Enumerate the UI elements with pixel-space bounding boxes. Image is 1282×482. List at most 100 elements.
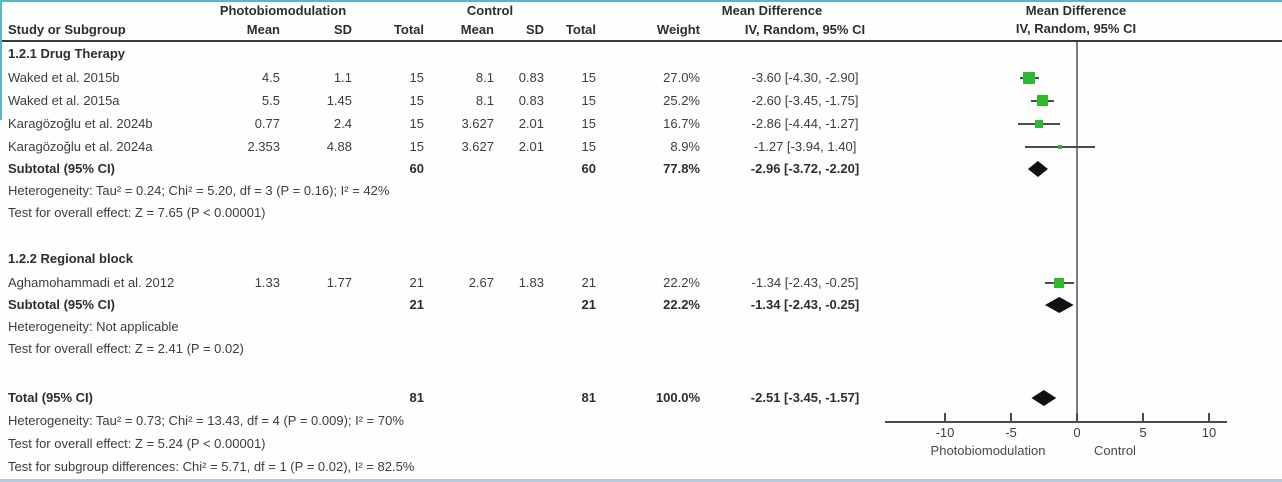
study-row: Waked et al. 2015b 4.5 1.1 15 8.1 0.83 15 27.0%… bbox=[0, 66, 1282, 89]
axis-tick-mark bbox=[1208, 413, 1210, 422]
ci-cell: -1.34 [-2.43, -0.25] bbox=[751, 275, 859, 290]
subgroup-footnote: Heterogeneity: Tau² = 0.24; Chi² = 5.20,… bbox=[0, 180, 1282, 202]
spacer-row bbox=[0, 224, 1282, 247]
weight-cell: 27.0% bbox=[663, 70, 700, 85]
effect-square bbox=[1023, 71, 1036, 84]
subgroup-header-text: 1.2.1 Drug Therapy bbox=[8, 46, 126, 61]
exp-sd-column-header: SD bbox=[333, 22, 352, 37]
column-header-row: Study or Subgroup Mean SD Total Mean SD … bbox=[0, 20, 900, 40]
x-axis-line bbox=[885, 421, 1227, 423]
mean1-cell: 5.5 bbox=[261, 93, 280, 108]
plot-cell bbox=[900, 294, 1282, 316]
total-footnote: Test for overall effect: Z = 5.24 (P < 0… bbox=[0, 432, 1282, 455]
mean-difference-plot-header: Mean Difference bbox=[1025, 3, 1127, 18]
axis-tick-mark bbox=[1010, 413, 1012, 422]
ci-cell: -2.86 [-4.44, -1.27] bbox=[751, 116, 859, 131]
total2-cell: 15 bbox=[581, 70, 596, 85]
study-cell: Aghamohammadi et al. 2012 bbox=[8, 275, 175, 290]
sd2-cell: 2.01 bbox=[518, 139, 544, 154]
total-footnote: Test for subgroup differences: Chi² = 5.… bbox=[0, 455, 1282, 478]
sd1-cell: 1.45 bbox=[326, 93, 352, 108]
mean2-cell bbox=[428, 294, 498, 316]
axis-tick-mark bbox=[1142, 413, 1144, 422]
study-cell: Total (95% CI) bbox=[8, 390, 93, 405]
ctl-total-column-header: Total bbox=[565, 22, 596, 37]
subgroup-footnote-text: Test for overall effect: Z = 2.41 (P = 0… bbox=[8, 341, 244, 356]
weight-cell: 22.2% bbox=[663, 275, 700, 290]
plot-cell bbox=[900, 158, 1282, 180]
ci-cell: -1.27 [-3.94, 1.40] bbox=[753, 139, 857, 154]
axis-left-label: Photobiomodulation bbox=[930, 443, 1046, 458]
total1-cell: 15 bbox=[409, 93, 424, 108]
pooled-diamond bbox=[1044, 297, 1074, 313]
weight-cell: 25.2% bbox=[663, 93, 700, 108]
sd2-cell: 1.83 bbox=[518, 275, 544, 290]
sd1-cell: 1.77 bbox=[326, 275, 352, 290]
plot-cell bbox=[900, 89, 1282, 112]
ctl-sd-column-header: SD bbox=[525, 22, 544, 37]
spacer-row-text bbox=[0, 360, 900, 387]
mean1-cell: 0.77 bbox=[254, 116, 280, 131]
mean2-cell: 3.627 bbox=[461, 139, 494, 154]
study-cell: Subtotal (95% CI) bbox=[8, 297, 115, 312]
total-row: Total (95% CI) 81 81 100.0% -2.51 [-3.45, -1… bbox=[0, 387, 1282, 409]
weight-cell: 8.9% bbox=[670, 139, 700, 154]
mean2-cell bbox=[428, 158, 498, 180]
table-body: 1.2.1 Drug Therapy Waked et al. 2015b 4.5 1… bbox=[0, 42, 1282, 478]
mean2-cell: 3.627 bbox=[461, 116, 494, 131]
subgroup-footnote: Test for overall effect: Z = 7.65 (P < 0… bbox=[0, 202, 1282, 224]
sd1-cell: 1.1 bbox=[333, 70, 352, 85]
header-rule bbox=[0, 40, 1282, 42]
control-group-header: Control bbox=[466, 3, 514, 18]
mean2-cell: 2.67 bbox=[468, 275, 494, 290]
sd2-cell: 0.83 bbox=[518, 70, 544, 85]
experimental-group-header: Photobiomodulation bbox=[219, 3, 347, 18]
effect-square bbox=[1058, 144, 1063, 149]
total-footnote-text: Heterogeneity: Tau² = 0.73; Chi² = 13.43… bbox=[8, 413, 404, 428]
study-row: Karagözoğlu et al. 2024a 2.353 4.88 15 3.627… bbox=[0, 135, 1282, 158]
plot-cell bbox=[900, 387, 1282, 409]
mean1-cell: 1.33 bbox=[254, 275, 280, 290]
effect-square bbox=[1035, 119, 1044, 128]
ci-cell: -1.34 [-2.43, -0.25] bbox=[750, 297, 860, 312]
total2-cell: 21 bbox=[581, 297, 596, 312]
total1-cell: 15 bbox=[409, 139, 424, 154]
total1-cell: 21 bbox=[409, 297, 424, 312]
ctl-mean-column-header: Mean bbox=[460, 22, 494, 37]
subtotal-row: Subtotal (95% CI) 60 60 77.8% -2.96 [-3.72, … bbox=[0, 158, 1282, 180]
study-column-header: Study or Subgroup bbox=[8, 22, 126, 37]
weight-cell: 100.0% bbox=[655, 390, 700, 405]
sd1-cell bbox=[284, 387, 356, 409]
ci-column-header: IV, Random, 95% CI bbox=[744, 22, 866, 37]
sd1-cell bbox=[284, 158, 356, 180]
study-cell: Waked et al. 2015a bbox=[8, 93, 120, 108]
axis-tick-mark bbox=[1076, 413, 1078, 422]
total1-cell: 60 bbox=[409, 161, 424, 176]
subgroup-header: 1.2.1 Drug Therapy bbox=[0, 42, 1282, 66]
sd1-cell: 2.4 bbox=[333, 116, 352, 131]
sd2-cell bbox=[498, 158, 548, 180]
axis-tick-label: -10 bbox=[935, 425, 955, 440]
sd2-cell: 2.01 bbox=[518, 116, 544, 131]
mean1-cell: 4.5 bbox=[261, 70, 280, 85]
total2-cell: 81 bbox=[581, 390, 596, 405]
axis-tick-label: 10 bbox=[1201, 425, 1217, 440]
study-row: Waked et al. 2015a 5.5 1.45 15 8.1 0.83 15 25.2… bbox=[0, 89, 1282, 112]
bottom-edge-accent bbox=[0, 479, 1282, 482]
plot-cell bbox=[900, 66, 1282, 89]
study-cell: Karagözoğlu et al. 2024b bbox=[8, 116, 153, 131]
subgroup-footnote-text: Heterogeneity: Tau² = 0.24; Chi² = 5.20,… bbox=[8, 183, 390, 198]
subgroup-footnote-text: Test for overall effect: Z = 7.65 (P < 0… bbox=[8, 205, 266, 220]
ci-cell: -2.51 [-3.45, -1.57] bbox=[750, 390, 860, 405]
mean1-cell bbox=[234, 294, 284, 316]
plot-cell bbox=[900, 135, 1282, 158]
spacer-row bbox=[0, 360, 1282, 387]
effect-square bbox=[1054, 277, 1065, 288]
total1-cell: 81 bbox=[409, 390, 424, 405]
total2-cell: 15 bbox=[581, 116, 596, 131]
total2-cell: 21 bbox=[581, 275, 596, 290]
ci-cell: -2.96 [-3.72, -2.20] bbox=[750, 161, 860, 176]
sd2-cell: 0.83 bbox=[518, 93, 544, 108]
exp-total-column-header: Total bbox=[393, 22, 424, 37]
